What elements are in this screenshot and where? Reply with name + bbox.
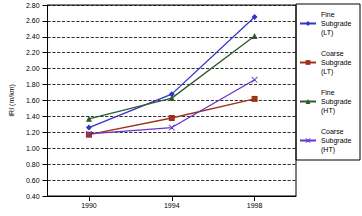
svg-text:Subgrade: Subgrade [321,98,353,106]
svg-text:1994: 1994 [164,202,180,209]
svg-text:0.40: 0.40 [26,193,40,200]
svg-text:Coarse: Coarse [321,50,346,57]
svg-text:Fine: Fine [321,11,337,18]
svg-text:1.40: 1.40 [26,113,40,120]
svg-text:0.80: 0.80 [26,161,40,168]
svg-text:Subgrade: Subgrade [321,137,353,145]
svg-text:(LT): (LT) [321,68,333,76]
svg-text:1.20: 1.20 [26,129,40,136]
svg-text:1998: 1998 [247,202,263,209]
svg-text:(HT): (HT) [321,107,335,115]
svg-text:IRI (m/km): IRI (m/km) [8,84,16,117]
svg-text:1.80: 1.80 [26,81,40,88]
svg-text:2.80: 2.80 [26,2,40,9]
svg-text:0.60: 0.60 [26,177,40,184]
svg-text:2.40: 2.40 [26,33,40,40]
svg-text:Fine: Fine [321,89,337,96]
svg-text:1990: 1990 [81,202,97,209]
svg-text:Subgrade: Subgrade [321,20,353,28]
svg-text:2.20: 2.20 [26,49,40,56]
svg-text:(HT): (HT) [321,146,335,154]
svg-text:1.00: 1.00 [26,145,40,152]
svg-text:Coarse: Coarse [321,128,346,135]
svg-text:2.00: 2.00 [26,65,40,72]
svg-text:Subgrade: Subgrade [321,59,353,67]
svg-text:2.60: 2.60 [26,17,40,24]
svg-text:1.60: 1.60 [26,97,40,104]
svg-text:(LT): (LT) [321,29,333,37]
